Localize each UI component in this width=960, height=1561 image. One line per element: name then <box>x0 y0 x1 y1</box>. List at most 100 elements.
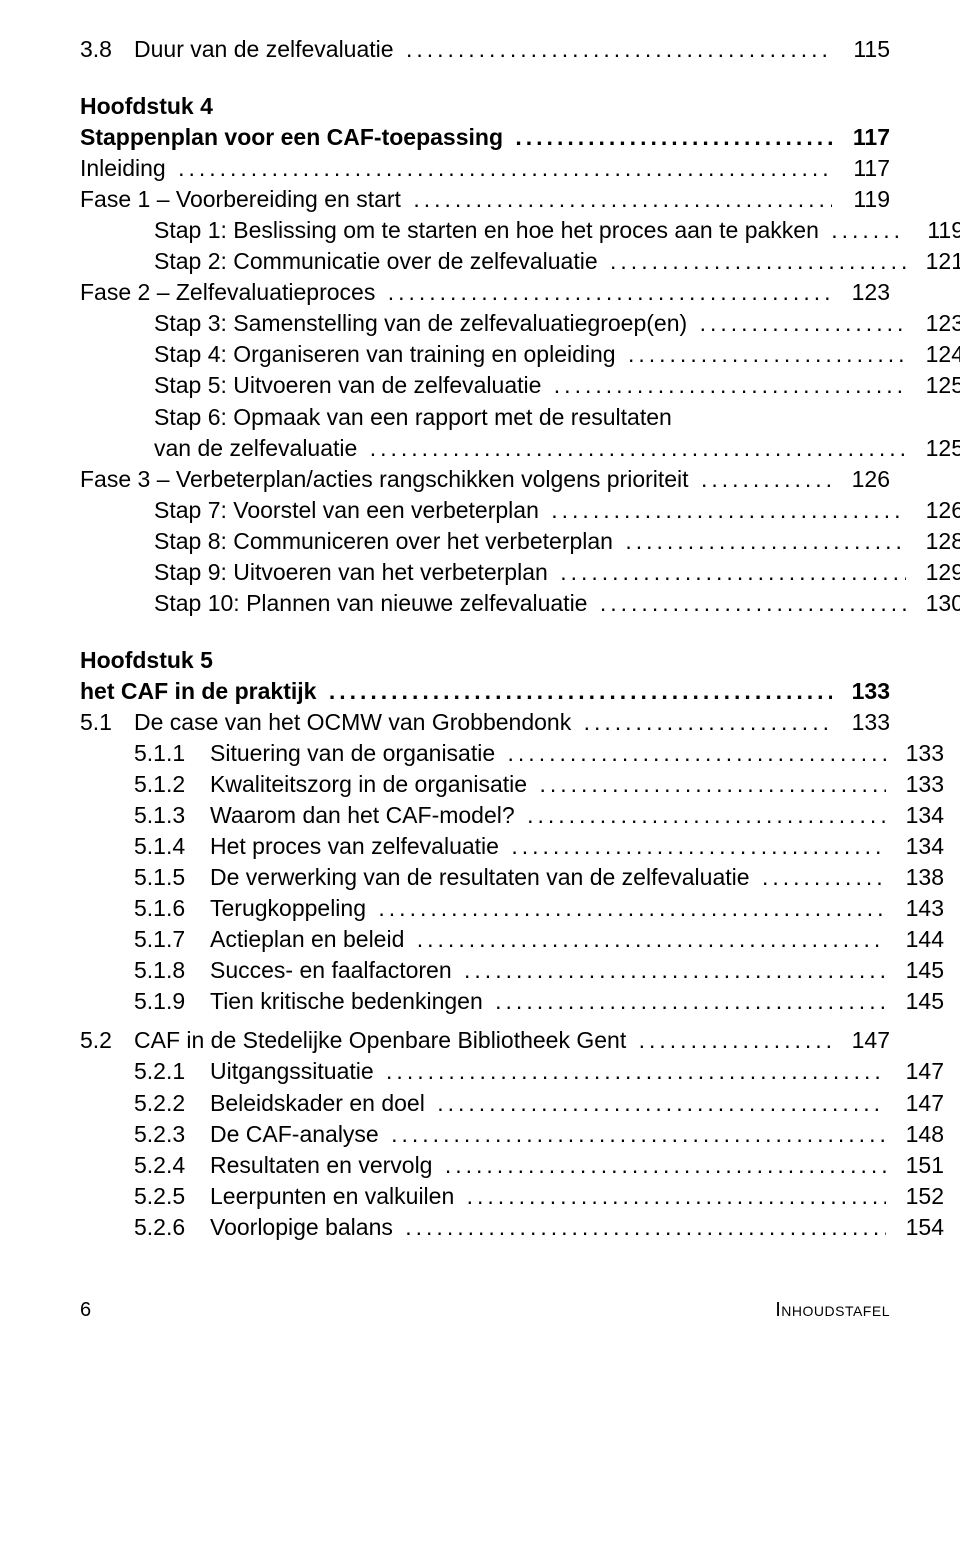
dot-leaders: ........................................… <box>756 862 886 893</box>
toc-title: Succes- en faalfactoren <box>210 955 458 986</box>
toc-number: 5.1.2 <box>134 769 210 800</box>
dot-leaders: ........................................… <box>604 246 906 277</box>
toc-page: 154 <box>886 1212 944 1243</box>
toc-row: Fase 1 – Voorbereiding en start ........… <box>80 184 890 215</box>
toc-row: 5.1.1Situering van de organisatie ......… <box>80 738 944 769</box>
toc-row: 5.2.3De CAF-analyse ....................… <box>80 1119 944 1150</box>
toc-page: 147 <box>886 1088 944 1119</box>
toc-page: 133 <box>832 676 890 707</box>
dot-leaders: ........................................… <box>548 370 906 401</box>
dot-leaders: ........................................… <box>505 831 886 862</box>
toc-row: Stap 2: Communicatie over de zelfevaluat… <box>80 246 960 277</box>
dot-leaders: ........................................… <box>533 769 886 800</box>
toc-step-cont: van de zelfevaluatie <box>154 433 364 464</box>
toc-row: Stap 10: Plannen van nieuwe zelfevaluati… <box>80 588 960 619</box>
toc-page: 117 <box>832 153 890 184</box>
toc-number: 5.2.6 <box>134 1212 210 1243</box>
page-footer: 6 Inhoudstafel <box>80 1297 890 1324</box>
toc-row: 5.2CAF in de Stedelijke Openbare Bibliot… <box>80 1025 890 1056</box>
dot-leaders: ........................................… <box>364 433 906 464</box>
toc-step: Stap 8: Communiceren over het verbeterpl… <box>154 526 619 557</box>
toc-row: 5.1.6Terugkoppeling ....................… <box>80 893 944 924</box>
toc-number: 5.1.5 <box>134 862 210 893</box>
toc-number: 5.1.6 <box>134 893 210 924</box>
toc-page: 123 <box>832 277 890 308</box>
toc-title: De verwerking van de resultaten van de z… <box>210 862 756 893</box>
toc-page: 129 <box>906 557 960 588</box>
toc-row: Inleiding ..............................… <box>80 153 890 184</box>
toc-row: 5.2.5Leerpunten en valkuilen ...........… <box>80 1181 944 1212</box>
toc-number: 5.2.2 <box>134 1088 210 1119</box>
footer-page-number: 6 <box>80 1297 91 1324</box>
toc-row: Hoofdstuk 5 <box>80 645 890 676</box>
toc-row: Stap 4: Organiseren van training en ople… <box>80 339 960 370</box>
toc-step: Stap 1: Beslissing om te starten en hoe … <box>154 215 825 246</box>
dot-leaders: ........................................… <box>407 184 832 215</box>
toc-step: Stap 6: Opmaak van een rapport met de re… <box>154 402 672 433</box>
toc-page: 133 <box>886 769 944 800</box>
toc-row: Stap 5: Uitvoeren van de zelfevaluatie .… <box>80 370 960 401</box>
toc-title: het CAF in de praktijk <box>80 676 323 707</box>
toc-heading: Hoofdstuk 4 <box>80 91 213 122</box>
toc-row: 5.1.5De verwerking van de resultaten van… <box>80 862 944 893</box>
toc-row: Stap 7: Voorstel van een verbeterplan ..… <box>80 495 960 526</box>
toc-page: 147 <box>832 1025 890 1056</box>
toc-title: Beleidskader en doel <box>210 1088 431 1119</box>
toc-title: Tien kritische bedenkingen <box>210 986 489 1017</box>
toc-number: 5.1.4 <box>134 831 210 862</box>
toc-page: 133 <box>886 738 944 769</box>
toc-title: Fase 1 – Voorbereiding en start <box>80 184 407 215</box>
dot-leaders: ........................................… <box>382 277 832 308</box>
toc-page: 145 <box>886 986 944 1017</box>
toc-row: 5.1.4Het proces van zelfevaluatie ......… <box>80 831 944 862</box>
toc-title: Kwaliteitszorg in de organisatie <box>210 769 533 800</box>
toc-page: 145 <box>886 955 944 986</box>
toc-row: 5.1.9Tien kritische bedenkingen ........… <box>80 986 944 1017</box>
toc-row: 5.2.4Resultaten en vervolg .............… <box>80 1150 944 1181</box>
toc-title: Actieplan en beleid <box>210 924 411 955</box>
toc-page: 128 <box>906 526 960 557</box>
toc-number: 5.1.1 <box>134 738 210 769</box>
toc-page: 147 <box>886 1056 944 1087</box>
toc-title: De CAF-analyse <box>210 1119 385 1150</box>
toc-title: Situering van de organisatie <box>210 738 502 769</box>
dot-leaders: ........................................… <box>825 215 906 246</box>
toc-title: CAF in de Stedelijke Openbare Bibliothee… <box>134 1025 633 1056</box>
toc-page: 123 <box>906 308 960 339</box>
toc-page: 143 <box>886 893 944 924</box>
toc-page: 126 <box>832 464 890 495</box>
toc-title: Inleiding <box>80 153 172 184</box>
toc-number: 5.1.9 <box>134 986 210 1017</box>
dot-leaders: ........................................… <box>411 924 886 955</box>
toc-number: 3.8 <box>80 34 134 65</box>
toc-step: Stap 5: Uitvoeren van de zelfevaluatie <box>154 370 548 401</box>
dot-leaders: ........................................… <box>385 1119 886 1150</box>
toc-number: 5.1.8 <box>134 955 210 986</box>
toc-page: 115 <box>832 34 890 65</box>
toc-title: Fase 3 – Verbeterplan/acties rangschikke… <box>80 464 695 495</box>
toc-page: 151 <box>886 1150 944 1181</box>
dot-leaders: ........................................… <box>619 526 906 557</box>
toc-title: De case van het OCMW van Grobbendonk <box>134 707 578 738</box>
dot-leaders: ........................................… <box>521 800 886 831</box>
toc-page: 125 <box>906 433 960 464</box>
toc-row: Stappenplan voor een CAF-toepassing ....… <box>80 122 890 153</box>
toc-heading: Hoofdstuk 5 <box>80 645 213 676</box>
toc-row: Stap 6: Opmaak van een rapport met de re… <box>80 402 960 433</box>
dot-leaders: ........................................… <box>554 557 906 588</box>
toc-title: Waarom dan het CAF-model? <box>210 800 521 831</box>
dot-leaders: ........................................… <box>439 1150 886 1181</box>
table-of-contents: 3.8Duur van de zelfevaluatie ...........… <box>80 34 890 1243</box>
toc-page: 144 <box>886 924 944 955</box>
toc-row: Stap 9: Uitvoeren van het verbeterplan .… <box>80 557 960 588</box>
toc-page: 148 <box>886 1119 944 1150</box>
toc-step: Stap 10: Plannen van nieuwe zelfevaluati… <box>154 588 594 619</box>
toc-page: 119 <box>832 184 890 215</box>
dot-leaders: ........................................… <box>372 893 886 924</box>
toc-title: Het proces van zelfevaluatie <box>210 831 505 862</box>
toc-title: Voorlopige balans <box>210 1212 399 1243</box>
dot-leaders: ........................................… <box>545 495 906 526</box>
toc-title: Uitgangssituatie <box>210 1056 380 1087</box>
dot-leaders: ........................................… <box>323 676 832 707</box>
toc-number: 5.2.4 <box>134 1150 210 1181</box>
